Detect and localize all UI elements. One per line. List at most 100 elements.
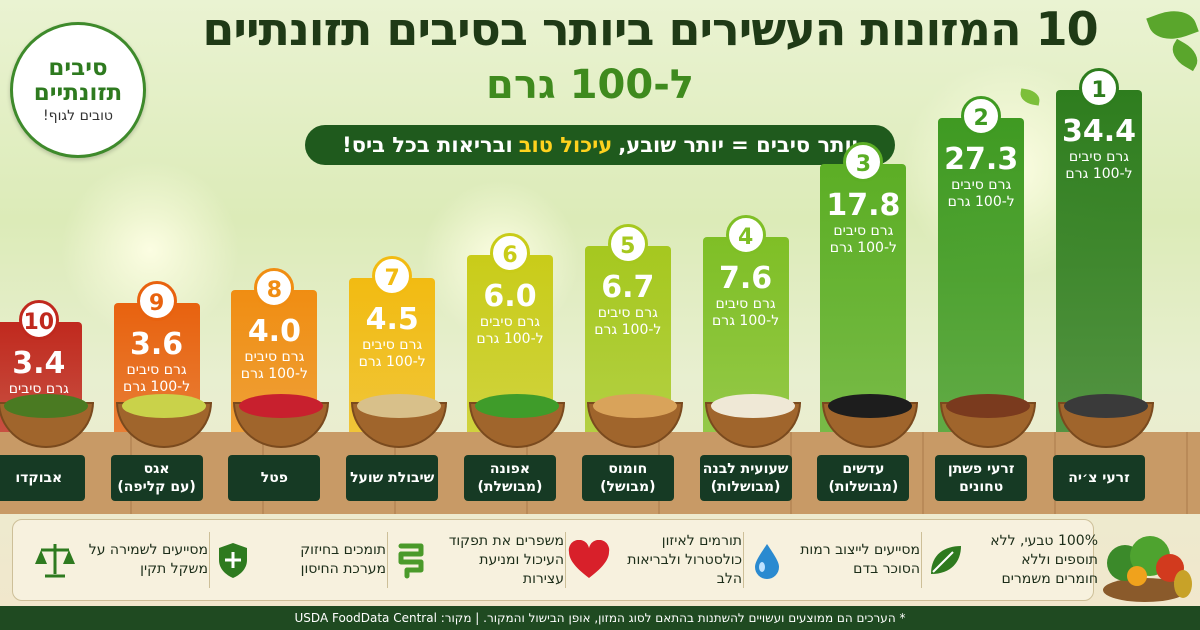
- fiber-value-label: 17.8: [826, 187, 901, 223]
- leaf-decoration-icon: [1167, 38, 1200, 72]
- fiber-value-label: 34.4: [1061, 114, 1137, 149]
- food-label: אגס (עם קליפה): [110, 455, 203, 501]
- food-label: שיבולת שועל: [346, 455, 439, 501]
- benefit-divider: [387, 532, 388, 588]
- scale-icon: [33, 538, 77, 582]
- food-name: שעועית לבנה: [702, 461, 789, 477]
- food-name: אגס: [143, 461, 170, 477]
- food-fill: [121, 394, 206, 418]
- benefit-divider: [921, 532, 922, 588]
- food-fill: [475, 394, 559, 418]
- benefit-item: תורמים לאיזון כולסטרול ולבריאות הלב: [567, 520, 742, 600]
- rank-badge: 4: [725, 214, 766, 255]
- fiber-value-label: 4.5: [365, 302, 419, 338]
- unit-label-line-1: גרם סיבים: [362, 337, 423, 354]
- shield-icon: [211, 538, 255, 582]
- fiber-value-label: 7.6: [719, 260, 773, 296]
- unit-label-line-1: גרם סיבים: [1068, 149, 1130, 165]
- title-line-2: ל-100 גרם: [485, 62, 695, 108]
- benefit-item: 100% טבעי, ללא תוספים וללא חומרים משמרים: [923, 520, 1098, 600]
- unit-label-line-2: ל-100 גרם: [712, 312, 780, 329]
- benefit-text: מסייעים לשמירה על משקל תקין: [88, 542, 208, 577]
- benefit-text: מסייעים לייצוב רמות הסוכר בדם: [800, 542, 920, 577]
- fiber-value-label: 6.7: [601, 270, 655, 306]
- benefit-divider: [209, 532, 210, 588]
- badge-line-2: תזונתיים: [33, 80, 123, 106]
- tagline-part-1: יותר סיבים = יותר שובע,: [618, 133, 858, 157]
- food-label: זרעי צ׳יה: [1053, 455, 1145, 501]
- unit-label-line-2: ל-100 גרם: [240, 365, 308, 382]
- unit-label-line-2: ל-100 גרם: [1065, 166, 1133, 182]
- food-name: אבוקדו: [15, 470, 63, 486]
- unit-label-line-2: ל-100 גרם: [476, 330, 544, 347]
- benefits-strip: 100% טבעי, ללא תוספים וללא חומרים משמרים…: [12, 519, 1098, 601]
- tagline-highlight: עיכול טוב: [518, 133, 613, 157]
- pear-icon: [115, 394, 212, 448]
- badge-line-1: סיבים: [48, 55, 108, 81]
- benefit-text: תורמים לאיזון כולסטרול ולבריאות הלב: [627, 532, 742, 587]
- food-name: שיבולת שועל: [350, 470, 435, 486]
- food-label: עדשים (מבושלות): [817, 455, 910, 501]
- food-name: זרעי צ׳יה: [1068, 470, 1130, 486]
- rank-badge: 8: [254, 267, 295, 308]
- food-subtitle: (עם קליפה): [117, 479, 196, 495]
- fiber-value-label: 4.0: [247, 313, 301, 349]
- unit-label-line-1: גרם סיבים: [715, 295, 776, 312]
- food-subtitle: (מבושלת): [477, 479, 543, 495]
- food-name: חומוס: [608, 461, 648, 477]
- food-subtitle: טחונים: [959, 479, 1004, 495]
- food-fill: [3, 394, 88, 418]
- food-name: זרעי פשתן: [947, 461, 1015, 477]
- food-label: זרעי פשתן טחונים: [935, 455, 1028, 501]
- food-label: שעועית לבנה (מבושלות): [699, 455, 792, 501]
- food-subtitle: (מבושלות): [710, 479, 781, 495]
- rank-badge: 10: [18, 300, 59, 340]
- food-label: פטל: [228, 455, 321, 501]
- food-fill: [239, 394, 324, 418]
- benefit-item: תומכים בחיזוק מערכת החיסון: [211, 520, 386, 600]
- fiber-value-label: 27.3: [944, 142, 1019, 178]
- tagline-part-2: ובריאות בכל ביס!: [342, 133, 513, 157]
- unit-label-line-1: גרם סיבים: [126, 362, 187, 379]
- benefit-item: משפרים את תפקוד העיכול ומניעת עצירות: [389, 520, 564, 600]
- rank-badge: 2: [961, 96, 1002, 137]
- food-fill: [710, 394, 795, 418]
- food-name: אפונה: [489, 461, 531, 477]
- food-label: אפונה (מבושלת): [464, 455, 556, 501]
- rank-badge: 9: [136, 281, 177, 322]
- heart-icon: [567, 538, 611, 582]
- badge-line-3: טובים לגוף!: [43, 108, 113, 124]
- unit-label-line-1: גרם סיבים: [479, 313, 541, 330]
- benefit-text: משפרים את תפקוד העיכול ומניעת עצירות: [448, 532, 564, 587]
- chickpeas-bowl-icon: [586, 394, 683, 448]
- unit-label-line-2: ל-100 גרם: [947, 194, 1015, 211]
- unit-label-line-1: גרם סיבים: [951, 177, 1012, 194]
- unit-label-line-1: גרם סיבים: [833, 222, 894, 239]
- food-name: עדשים: [842, 461, 885, 477]
- food-name: פטל: [260, 470, 288, 486]
- intestine-icon: [389, 538, 433, 582]
- food-fill: [357, 394, 442, 418]
- unit-label-line-1: גרם סיבים: [8, 381, 69, 397]
- water-drop-icon: [745, 538, 789, 582]
- rank-badge: 5: [607, 224, 648, 265]
- unit-label-line-1: גרם סיבים: [597, 305, 658, 322]
- food-label: חומוס (מבושל): [581, 455, 674, 501]
- unit-label-line-2: ל-100 גרם: [358, 354, 426, 371]
- benefit-text: תומכים בחיזוק מערכת החיסון: [300, 542, 386, 577]
- bar-rank-3: 3 17.8 גרם סיבים ל-100 גרם: [820, 141, 907, 432]
- rank-badge: 7: [372, 256, 413, 297]
- food-subtitle: (מבושלות): [828, 479, 899, 495]
- food-subtitle: (מבושל): [600, 479, 656, 495]
- food-fill: [946, 394, 1031, 418]
- unit-label-line-2: ל-100 גרם: [829, 239, 897, 256]
- unit-label-line-1: גרם סיבים: [244, 348, 305, 365]
- food-label: אבוקדו: [0, 455, 85, 501]
- rank-badge: 1: [1079, 68, 1119, 108]
- bar-rank-2: 2 27.3 גרם סיבים ל-100 גרם: [938, 96, 1025, 432]
- unit-label-line-2: ל-100 גרם: [594, 322, 662, 339]
- food-fill: [592, 394, 677, 418]
- footer-note: * הערכים הם ממוצעים ועשויים להשתנות בהתא…: [0, 606, 1200, 630]
- benefit-item: מסייעים לייצוב רמות הסוכר בדם: [745, 520, 920, 600]
- food-fill: [828, 394, 913, 418]
